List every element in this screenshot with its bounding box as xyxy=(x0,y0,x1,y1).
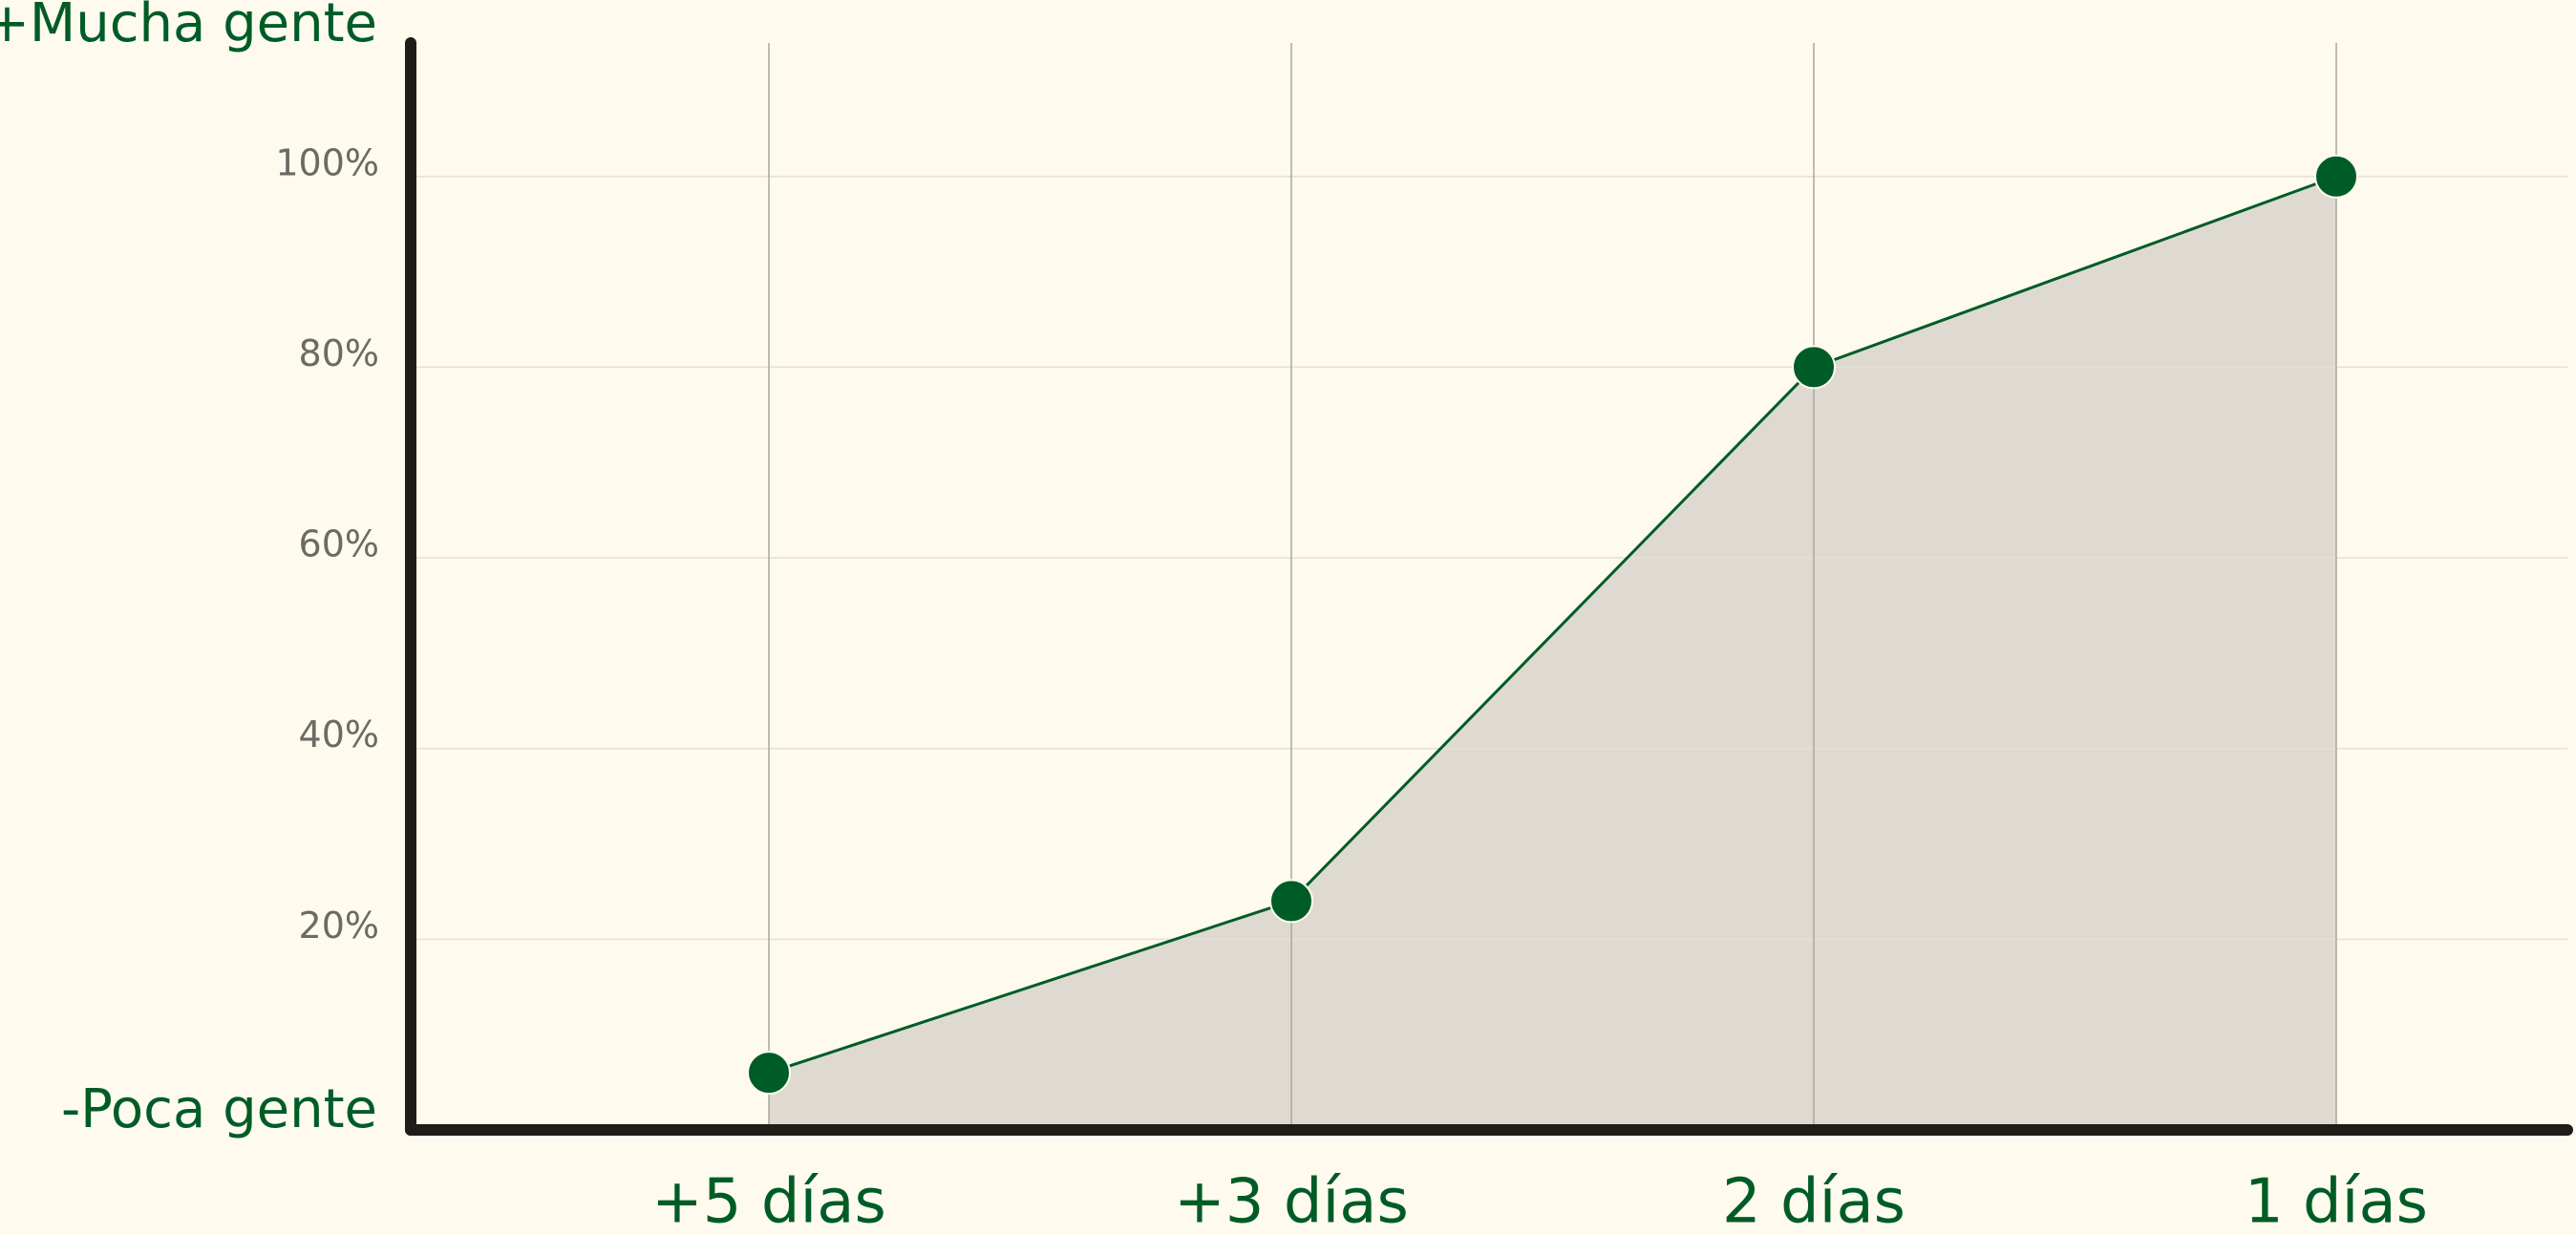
x-tick-label: +5 días xyxy=(651,1167,886,1235)
bottom-annotation: -Poca gente xyxy=(61,1078,377,1140)
x-tick-label: 1 días xyxy=(2245,1167,2428,1235)
point xyxy=(1269,879,1313,924)
y-tick-label: 60% xyxy=(299,523,379,565)
point xyxy=(747,1051,791,1096)
line xyxy=(768,175,2337,1075)
y-tick-label: 20% xyxy=(299,905,379,947)
y-tick-label: 100% xyxy=(275,141,379,183)
top-annotation: +Mucha gente xyxy=(0,0,377,54)
x-tick-label: 2 días xyxy=(1722,1167,1905,1235)
x-tick-label: +3 días xyxy=(1174,1167,1409,1235)
point xyxy=(1792,345,1836,390)
point xyxy=(2314,154,2358,199)
area xyxy=(769,176,2336,1130)
y-tick-label: 80% xyxy=(299,332,379,374)
y-tick-label: 40% xyxy=(299,713,379,756)
